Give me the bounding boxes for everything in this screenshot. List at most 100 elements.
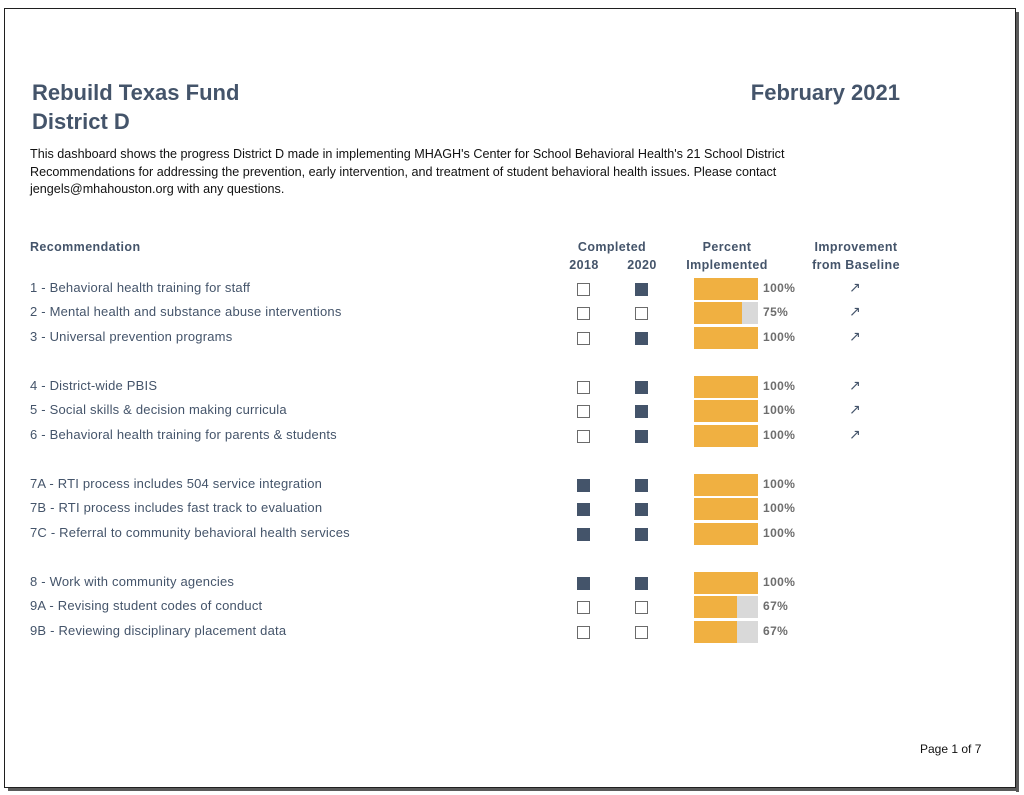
percent-label: 100% (763, 403, 796, 417)
table-row: 9A - Revising student codes of conduct 67… (0, 596, 1000, 618)
percent-label: 67% (763, 599, 789, 613)
table-row: 2 - Mental health and substance abuse in… (0, 302, 1000, 324)
checkbox-2018 (577, 577, 590, 590)
checkbox-2018 (577, 601, 590, 614)
percent-bar-track (694, 523, 758, 545)
table-row: 6 - Behavioral health training for paren… (0, 425, 1000, 447)
header-year-2020: 2020 (627, 258, 657, 272)
improvement-arrow-icon: ↗ (849, 426, 861, 442)
checkbox-2018 (577, 283, 590, 296)
header-improvement: Improvement from Baseline (800, 238, 912, 274)
checkbox-2020 (635, 405, 648, 418)
checkbox-2020 (635, 528, 648, 541)
recommendation-label: 9B - Reviewing disciplinary placement da… (30, 623, 287, 638)
report-date: February 2021 (750, 80, 900, 105)
header-improvement-line-1: Improvement (814, 240, 898, 254)
percent-bar-track (694, 425, 758, 447)
header-completed: Completed (577, 240, 647, 254)
page-shadow-right (1016, 12, 1019, 792)
percent-bar-fill (694, 302, 742, 324)
percent-bar-fill (694, 474, 758, 496)
checkbox-2018 (577, 332, 590, 345)
description: This dashboard shows the progress Distri… (30, 146, 910, 199)
table-row: 1 - Behavioral health training for staff… (0, 278, 1000, 300)
header-recommendation: Recommendation (30, 240, 141, 254)
checkbox-2020 (635, 601, 648, 614)
recommendation-label: 2 - Mental health and substance abuse in… (30, 304, 342, 319)
recommendation-label: 7B - RTI process includes fast track to … (30, 500, 323, 515)
percent-bar-fill (694, 498, 758, 520)
recommendation-label: 8 - Work with community agencies (30, 574, 235, 589)
recommendation-label: 1 - Behavioral health training for staff (30, 280, 251, 295)
percent-label: 100% (763, 477, 796, 491)
percent-bar-fill (694, 400, 758, 422)
header-year-2018: 2018 (569, 258, 599, 272)
percent-label: 100% (763, 575, 796, 589)
percent-bar-fill (694, 327, 758, 349)
page-frame (4, 8, 1016, 788)
checkbox-2020 (635, 307, 648, 320)
checkbox-2020 (635, 332, 648, 345)
percent-label: 75% (763, 305, 789, 319)
recommendation-label: 7A - RTI process includes 504 service in… (30, 476, 323, 491)
header-improvement-line-2: from Baseline (812, 258, 900, 272)
checkbox-2020 (635, 479, 648, 492)
percent-bar-track (694, 278, 758, 300)
percent-bar-track (694, 596, 758, 618)
recommendation-label: 9A - Revising student codes of conduct (30, 598, 263, 613)
percent-label: 100% (763, 428, 796, 442)
percent-label: 100% (763, 501, 796, 515)
table-row: 4 - District-wide PBIS 100% ↗ (0, 376, 1000, 398)
percent-bar-fill (694, 572, 758, 594)
recommendation-label: 5 - Social skills & decision making curr… (30, 402, 287, 417)
title-line-2: District D (32, 109, 130, 134)
percent-bar-track (694, 621, 758, 643)
recommendation-label: 4 - District-wide PBIS (30, 378, 158, 393)
percent-bar-track (694, 376, 758, 398)
checkbox-2020 (635, 430, 648, 443)
percent-bar-track (694, 327, 758, 349)
percent-label: 67% (763, 624, 789, 638)
description-line-2: Recommendations for addressing the preve… (30, 164, 777, 179)
checkbox-2020 (635, 577, 648, 590)
page-number: Page 1 of 7 (920, 742, 982, 756)
header-percent-implemented: Percent Implemented (672, 238, 782, 274)
improvement-arrow-icon: ↗ (849, 401, 861, 417)
header-percent-line-2: Implemented (686, 258, 768, 272)
checkbox-2018 (577, 405, 590, 418)
table-row: 7B - RTI process includes fast track to … (0, 498, 1000, 520)
improvement-arrow-icon: ↗ (849, 328, 861, 344)
checkbox-2018 (577, 430, 590, 443)
table-row: 5 - Social skills & decision making curr… (0, 400, 1000, 422)
description-line-1: This dashboard shows the progress Distri… (30, 147, 785, 161)
percent-bar-track (694, 498, 758, 520)
table-row: 3 - Universal prevention programs 100% ↗ (0, 327, 1000, 349)
percent-label: 100% (763, 330, 796, 344)
percent-bar-fill (694, 621, 737, 643)
table-row: 7A - RTI process includes 504 service in… (0, 474, 1000, 496)
improvement-arrow-icon: ↗ (849, 303, 861, 319)
percent-bar-fill (694, 425, 758, 447)
improvement-arrow-icon: ↗ (849, 377, 861, 393)
recommendation-label: 6 - Behavioral health training for paren… (30, 427, 337, 442)
percent-label: 100% (763, 526, 796, 540)
checkbox-2018 (577, 528, 590, 541)
checkbox-2018 (577, 381, 590, 394)
recommendation-label: 7C - Referral to community behavioral he… (30, 525, 350, 540)
checkbox-2018 (577, 626, 590, 639)
description-line-3: jengels@mhahouston.org with any question… (30, 182, 285, 196)
percent-bar-track (694, 572, 758, 594)
percent-bar-track (694, 400, 758, 422)
title-line-1: Rebuild Texas Fund (32, 80, 240, 105)
percent-bar-fill (694, 278, 758, 300)
improvement-arrow-icon: ↗ (849, 279, 861, 295)
percent-label: 100% (763, 379, 796, 393)
table-row: 7C - Referral to community behavioral he… (0, 523, 1000, 545)
percent-bar-fill (694, 523, 758, 545)
page-shadow-bottom (8, 788, 1019, 791)
page-title: Rebuild Texas Fund District D (32, 78, 239, 136)
recommendation-label: 3 - Universal prevention programs (30, 329, 233, 344)
checkbox-2018 (577, 307, 590, 320)
checkbox-2020 (635, 283, 648, 296)
checkbox-2020 (635, 381, 648, 394)
